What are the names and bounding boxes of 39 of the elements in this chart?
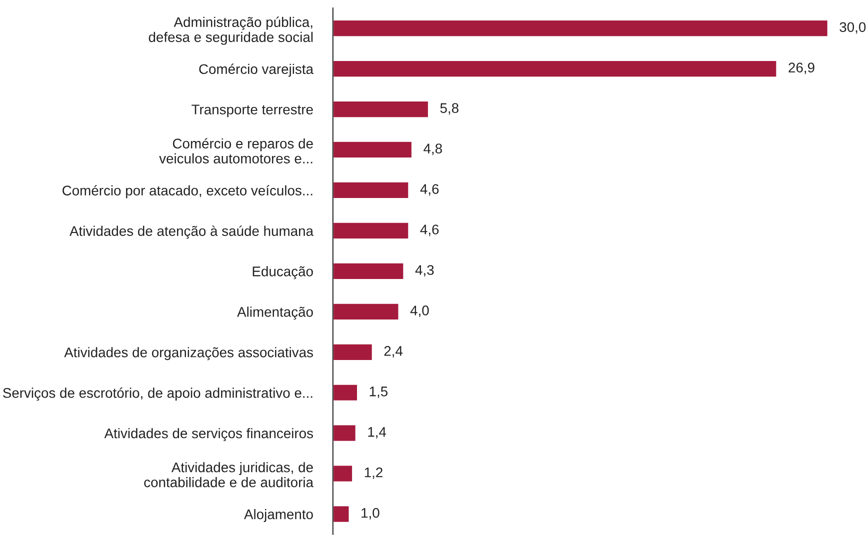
- data-label: 4,0: [410, 306, 429, 318]
- y-tick-label: Serviços de escrotório, de apoio administrativo e...: [3, 388, 312, 401]
- data-label: 26,9: [788, 62, 814, 74]
- bar: [332, 302, 400, 321]
- y-tick-label: Comércio e reparos de veiculos automotores e...: [159, 138, 313, 164]
- bar: [332, 222, 410, 240]
- y-tick-label: Educação: [252, 266, 313, 280]
- data-label: 30,0: [840, 22, 866, 34]
- data-label: 1,2: [364, 467, 382, 479]
- bar: [332, 181, 410, 200]
- data-label: 5,8: [440, 103, 458, 115]
- y-tick-label: Administração pública, defesa e seguridade social: [148, 16, 313, 45]
- y-tick-label: Alojamento: [244, 509, 313, 522]
- y-tick-label: Atividades de atenção à saúde humana: [70, 226, 314, 239]
- data-label: 4,6: [420, 224, 439, 236]
- bar: [332, 262, 405, 280]
- bar: [332, 383, 358, 402]
- y-tick-label: Alimentação: [237, 306, 313, 320]
- data-label: 4,6: [420, 184, 439, 196]
- data-label: 4,3: [415, 265, 434, 277]
- y-tick-label: Atividades juridicas, de contabilidade e de auditoria: [144, 462, 314, 488]
- bar: [332, 60, 778, 78]
- y-tick-label: Comércio por atacado, exceto veículos...: [62, 185, 312, 198]
- bar: [332, 342, 374, 362]
- bar: [332, 504, 350, 524]
- data-label: 1,0: [362, 508, 380, 520]
- data-label: 1,4: [368, 427, 386, 438]
- bar: [332, 19, 829, 38]
- y-tick-label: Atividades de organizações associativas: [64, 347, 313, 360]
- bar: [332, 100, 430, 118]
- data-label: 2,4: [384, 346, 403, 358]
- data-label: 1,5: [370, 386, 388, 398]
- bar: [332, 140, 413, 159]
- y-tick-label: Transporte terrestre: [192, 104, 313, 118]
- bar: [332, 424, 357, 442]
- y-tick-label: Comércio varejista: [199, 64, 314, 77]
- bar: [332, 464, 354, 483]
- y-tick-label: Atividades de serviços financeiros: [104, 428, 313, 442]
- data-label: 4,8: [424, 144, 442, 156]
